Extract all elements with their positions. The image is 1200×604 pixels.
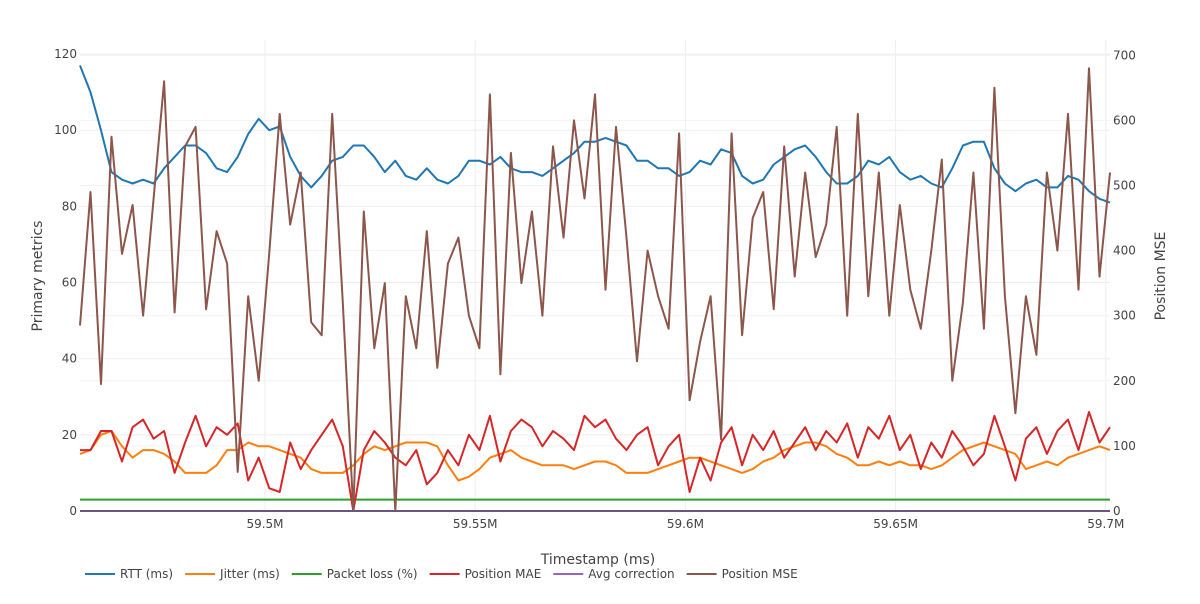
- grid: [80, 40, 1110, 511]
- y-tick-label: 60: [62, 276, 77, 290]
- y-tick-label: 80: [62, 199, 77, 213]
- y2-tick-label: 400: [1113, 244, 1136, 258]
- legend: RTT (ms) Jitter (ms) Packet loss (%) Positi…: [85, 567, 798, 581]
- y2-tick-label: 0: [1113, 504, 1121, 518]
- legend-label: Packet loss (%): [327, 567, 418, 581]
- y-tick-label: 0: [69, 504, 77, 518]
- legend-item[interactable]: Position MAE: [429, 567, 542, 581]
- y2-tick-label: 100: [1113, 439, 1136, 453]
- legend-item[interactable]: Avg correction: [553, 567, 675, 581]
- x-tick-label: 59.65M: [873, 517, 918, 531]
- legend-label: Jitter (ms): [219, 567, 280, 581]
- x-axis-title: Timestamp (ms): [540, 552, 655, 568]
- y-tick-label: 20: [62, 428, 77, 442]
- series-line-position-mae: [80, 411, 1111, 512]
- legend-label: Position MSE: [722, 567, 798, 581]
- y2-tick-label: 200: [1113, 374, 1136, 388]
- legend-item[interactable]: Position MSE: [686, 567, 798, 581]
- legend-label: Position MAE: [465, 567, 542, 581]
- y2-axis-title: Position MSE: [1153, 232, 1169, 321]
- axes: 59.5M 59.55M 59.6M 59.65M 59.7M0204060801001…: [54, 47, 1136, 531]
- legend-label: Avg correction: [588, 567, 674, 581]
- legend-item[interactable]: Packet loss (%): [291, 567, 418, 581]
- legend-item[interactable]: RTT (ms): [85, 567, 173, 581]
- y2-tick-label: 300: [1113, 309, 1136, 323]
- series-line-position-mse: [79, 67, 1111, 512]
- y-tick-label: 100: [54, 123, 77, 137]
- x-tick-label: 59.7M: [1087, 517, 1124, 531]
- x-tick-label: 59.5M: [246, 517, 283, 531]
- y-tick-label: 120: [54, 47, 77, 61]
- y2-tick-label: 600: [1113, 113, 1136, 127]
- series-line-jitter-ms: [79, 430, 1111, 482]
- x-tick-label: 59.55M: [453, 517, 498, 531]
- x-tick-label: 59.6M: [667, 517, 704, 531]
- legend-item[interactable]: Jitter (ms): [185, 567, 280, 581]
- y2-tick-label: 700: [1113, 48, 1136, 62]
- y-tick-label: 40: [62, 352, 77, 366]
- y2-tick-label: 500: [1113, 178, 1136, 192]
- legend-label: RTT (ms): [120, 567, 173, 581]
- y-axis-title: Primary metrics: [30, 221, 46, 332]
- series-lines: [79, 65, 1111, 512]
- series-line-rtt-ms: [79, 65, 1111, 204]
